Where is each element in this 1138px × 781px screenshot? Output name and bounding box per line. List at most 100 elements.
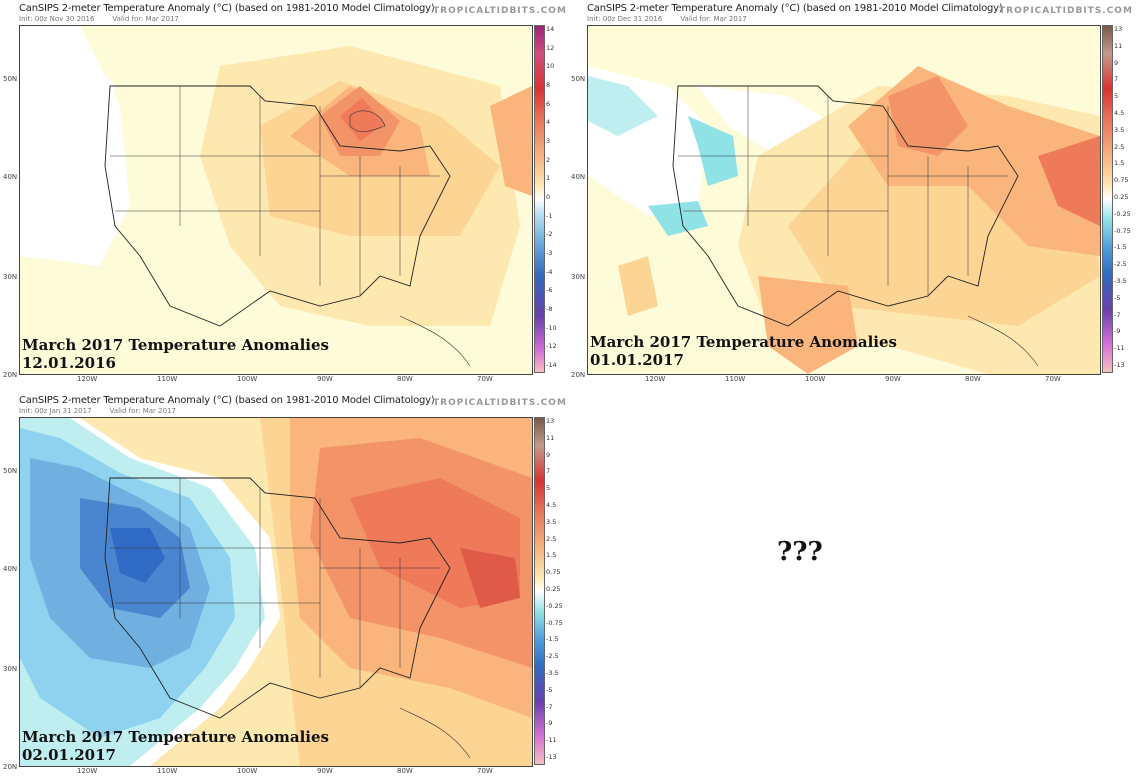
- colorbar-tick-label: -9: [1114, 327, 1121, 336]
- colorbar-tick-label: -11: [546, 736, 557, 745]
- latitude-label: 40N: [571, 173, 586, 181]
- colorbar-tick-label: -10: [546, 323, 557, 332]
- longitude-label: 80W: [397, 767, 413, 775]
- longitude-label: 110W: [157, 767, 178, 775]
- colorbar-tick-label: -13: [546, 753, 557, 761]
- anomaly-map: [587, 25, 1101, 375]
- longitude-label: 100W: [237, 375, 258, 383]
- map-annotation: March 2017 Temperature Anomalies 01.01.20…: [590, 333, 897, 369]
- latitude-label: 50N: [3, 467, 18, 475]
- brand-watermark: TROPICALTIDBITS.COM: [433, 398, 567, 408]
- longitude-label: 70W: [477, 767, 493, 775]
- panel-subtitle: Init: 00z Nov 30 2016 Valid for: Mar 2017: [19, 15, 197, 23]
- colorbar-tick-label: -8: [546, 305, 553, 313]
- colorbar-tick-label: 1.5: [1114, 159, 1125, 168]
- colorbar-tick-label: -2.5: [546, 652, 559, 661]
- annotation-title: March 2017 Temperature Anomalies: [22, 336, 329, 354]
- colorbar-tick-label: 1.5: [546, 551, 557, 560]
- colorbar-tick-label: 12: [546, 43, 555, 52]
- colorbar-tick-label: 0: [546, 193, 551, 201]
- colorbar-tick-label: -3.5: [546, 669, 559, 677]
- colorbar-tick-label: -0.25: [546, 601, 563, 610]
- colorbar-tick-label: -6: [546, 286, 553, 295]
- longitude-label: 70W: [1045, 375, 1061, 383]
- colorbar-tick-label: -2: [546, 230, 553, 239]
- colorbar: [1102, 25, 1113, 373]
- colorbar-tick-label: 0.25: [546, 585, 561, 593]
- latitude-label: 30N: [571, 273, 586, 281]
- colorbar-tick-label: 2: [546, 155, 551, 164]
- colorbar-tick-label: 9: [546, 450, 551, 459]
- init-time: Init: 00z Dec 31 2016: [587, 15, 663, 23]
- colorbar-tick-label: -0.75: [1114, 226, 1131, 235]
- colorbar-tick-label: 7: [546, 467, 551, 476]
- colorbar-tick-label: -7: [1114, 310, 1121, 319]
- colorbar-tick-label: -14: [546, 361, 557, 369]
- colorbar-tick-label: -1.5: [1114, 243, 1127, 252]
- brand-watermark: TROPICALTIDBITS.COM: [433, 6, 567, 16]
- colorbar-tick-label: -1: [546, 211, 553, 220]
- colorbar-tick-label: 2.5: [546, 534, 557, 543]
- colorbar-tick-label: 6: [546, 99, 551, 108]
- map-annotation: March 2017 Temperature Anomalies 12.01.20…: [22, 336, 329, 372]
- colorbar-tick-label: -7: [546, 702, 553, 711]
- longitude-label: 120W: [77, 767, 98, 775]
- colorbar-tick-label: -11: [1114, 344, 1125, 353]
- colorbar: [534, 25, 545, 373]
- longitude-label: 120W: [645, 375, 666, 383]
- colorbar-tick-label: 2.5: [1114, 142, 1125, 151]
- longitude-label: 110W: [157, 375, 178, 383]
- colorbar-tick-label: -5: [546, 685, 553, 694]
- panel-title: CanSIPS 2-meter Temperature Anomaly (°C)…: [19, 395, 435, 406]
- latitude-label: 50N: [3, 75, 18, 83]
- colorbar-tick-label: 4: [546, 118, 551, 127]
- longitude-label: 90W: [317, 375, 333, 383]
- question-marks: ???: [777, 537, 823, 567]
- panel-subtitle: Init: 00z Jan 31 2017 Valid for: Mar 2017: [19, 407, 194, 415]
- colorbar-tick-label: 5: [546, 484, 551, 493]
- valid-time: Valid for: Mar 2017: [109, 407, 176, 415]
- colorbar-tick-label: -12: [546, 342, 557, 351]
- colorbar-tick-label: 11: [546, 433, 555, 442]
- valid-time: Valid for: Mar 2017: [680, 15, 747, 23]
- colorbar-tick-label: -0.25: [1114, 209, 1131, 218]
- colorbar-tick-label: 7: [1114, 75, 1119, 84]
- latitude-label: 40N: [3, 565, 18, 573]
- annotation-date: 01.01.2017: [590, 351, 684, 369]
- colorbar-tick-label: -0.75: [546, 618, 563, 627]
- colorbar-tick-label: -13: [1114, 361, 1125, 369]
- longitude-label: 110W: [725, 375, 746, 383]
- colorbar-tick-label: -5: [1114, 293, 1121, 302]
- colorbar-tick-label: 13: [546, 417, 555, 425]
- longitude-label: 70W: [477, 375, 493, 383]
- panel-subtitle: Init: 00z Dec 31 2016 Valid for: Mar 2017: [587, 15, 765, 23]
- forecast-panel-3: CanSIPS 2-meter Temperature Anomaly (°C)…: [3, 395, 566, 775]
- map-annotation: March 2017 Temperature Anomalies 02.01.20…: [22, 728, 329, 764]
- anomaly-map: [19, 417, 533, 767]
- panel-title: CanSIPS 2-meter Temperature Anomaly (°C)…: [19, 3, 435, 14]
- colorbar-tick-label: 3.5: [546, 517, 557, 526]
- colorbar-tick-label: 5: [1114, 92, 1119, 101]
- colorbar: [534, 417, 545, 765]
- forecast-panel-1: CanSIPS 2-meter Temperature Anomaly (°C)…: [3, 3, 566, 383]
- latitude-label: 40N: [3, 173, 18, 181]
- colorbar-tick-label: 11: [1114, 41, 1123, 50]
- brand-watermark: TROPICALTIDBITS.COM: [999, 6, 1133, 16]
- colorbar-tick-label: 14: [546, 25, 555, 33]
- colorbar-tick-label: 3: [546, 137, 551, 145]
- init-time: Init: 00z Nov 30 2016: [19, 15, 95, 23]
- latitude-label: 30N: [3, 273, 18, 281]
- colorbar-tick-label: -9: [546, 719, 553, 728]
- longitude-label: 100W: [237, 767, 258, 775]
- colorbar-tick-label: 1: [546, 174, 551, 183]
- longitude-label: 90W: [317, 767, 333, 775]
- valid-time: Valid for: Mar 2017: [112, 15, 179, 23]
- colorbar-tick-label: 4.5: [546, 501, 557, 509]
- latitude-label: 20N: [3, 763, 18, 771]
- longitude-label: 80W: [965, 375, 981, 383]
- annotation-date: 02.01.2017: [22, 746, 116, 764]
- panel-title: CanSIPS 2-meter Temperature Anomaly (°C)…: [587, 3, 1003, 14]
- anomaly-map: [19, 25, 533, 375]
- latitude-label: 30N: [3, 665, 18, 673]
- longitude-label: 120W: [77, 375, 98, 383]
